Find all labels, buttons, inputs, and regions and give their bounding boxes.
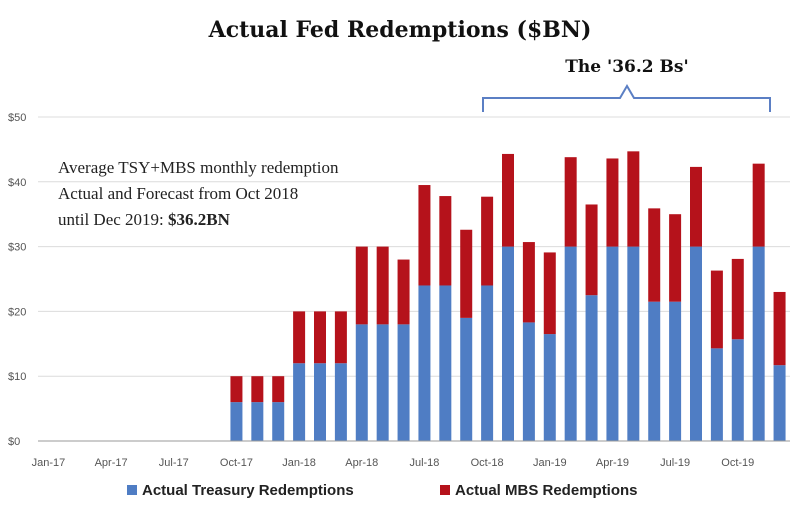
y-tick-label: $20 [8, 306, 26, 318]
bar-mbs [439, 196, 452, 286]
x-tick-label: Oct-17 [220, 457, 253, 469]
note-line-3-text: until Dec 2019: [58, 210, 168, 229]
bar-treasury [710, 348, 723, 441]
bar-mbs [543, 252, 556, 335]
legend-label-mbs: Actual MBS Redemptions [455, 482, 638, 499]
bar-mbs [293, 311, 306, 364]
bar-treasury [439, 285, 452, 441]
y-tick-label: $30 [8, 242, 26, 254]
bar-mbs [314, 311, 326, 364]
bar-mbs [355, 246, 368, 325]
x-axis-ticks: Jan-17 Apr-17 Jul-17 Oct-17 Jan-18 Apr-18 Jul-… [32, 457, 755, 469]
bar-treasury [230, 402, 243, 441]
x-tick-label: Jan-18 [282, 457, 316, 469]
bar-treasury [606, 246, 619, 441]
bar-mbs [418, 185, 431, 286]
bar-mbs [690, 166, 702, 247]
bar-treasury [731, 339, 744, 441]
legend-swatch-mbs [440, 485, 450, 495]
bar-mbs [502, 153, 514, 247]
bar-treasury [397, 324, 410, 441]
legend-swatch-treasury [127, 485, 137, 495]
bar-treasury [752, 246, 765, 441]
bar-mbs [648, 208, 661, 302]
bar-treasury [376, 324, 389, 441]
bar-mbs [334, 311, 347, 364]
bar-mbs [585, 204, 598, 296]
bar-mbs [272, 376, 285, 403]
average-note: Average TSY+MBS monthly redemption Actua… [58, 158, 339, 229]
bar-treasury [585, 295, 598, 441]
bar-mbs [731, 258, 744, 340]
x-tick-label: Apr-19 [596, 457, 629, 469]
y-tick-label: $10 [8, 371, 26, 383]
x-tick-label: Apr-17 [95, 457, 128, 469]
bar-mbs [627, 151, 640, 247]
x-tick-label: Oct-19 [721, 457, 754, 469]
bars [230, 151, 786, 441]
y-tick-label: $0 [8, 436, 20, 448]
bar-treasury [627, 246, 640, 441]
x-tick-label: Jul-18 [409, 457, 439, 469]
bar-treasury [334, 363, 347, 441]
note-line-2: Actual and Forecast from Oct 2018 [58, 184, 298, 203]
x-tick-label: Jul-19 [660, 457, 690, 469]
bar-mbs [522, 242, 535, 323]
bar-mbs [460, 229, 473, 318]
x-tick-label: Apr-18 [345, 457, 378, 469]
legend: Actual Treasury Redemptions Actual MBS R… [127, 482, 638, 499]
chart-title: Actual Fed Redemptions ($BN) [208, 17, 592, 43]
bar-treasury [293, 363, 306, 441]
x-tick-label: Oct-18 [471, 457, 504, 469]
note-line-1: Average TSY+MBS monthly redemption [58, 158, 339, 177]
bar-mbs [251, 376, 264, 403]
bar-treasury [669, 301, 682, 441]
bar-mbs [481, 196, 494, 286]
bar-treasury [355, 324, 368, 441]
bar-mbs [606, 158, 619, 247]
y-tick-label: $50 [8, 112, 26, 124]
bar-treasury [690, 246, 702, 441]
bar-mbs [773, 291, 786, 366]
bar-mbs [564, 157, 577, 247]
bar-treasury [543, 334, 556, 441]
x-tick-label: Jul-17 [159, 457, 189, 469]
y-tick-label: $40 [8, 177, 26, 189]
bar-treasury [648, 301, 661, 441]
note-average-value: $36.2BN [168, 210, 231, 229]
bar-mbs [669, 214, 682, 302]
bar-treasury [314, 363, 326, 441]
x-tick-label: Jan-17 [32, 457, 66, 469]
bar-treasury [460, 317, 473, 441]
bar-treasury [773, 365, 786, 441]
legend-label-treasury: Actual Treasury Redemptions [142, 482, 354, 499]
bracket-annotation [482, 84, 771, 112]
bracket-label: The '36.2 Bs' [565, 57, 688, 77]
bar-treasury [502, 246, 514, 441]
bar-treasury [418, 285, 431, 441]
gridlines [38, 116, 790, 377]
note-line-3: until Dec 2019: $36.2BN [58, 210, 231, 229]
bar-treasury [272, 402, 285, 441]
bar-treasury [564, 246, 577, 441]
bar-treasury [481, 285, 494, 441]
bar-mbs [230, 376, 243, 403]
bar-mbs [397, 259, 410, 325]
bar-mbs [376, 246, 389, 325]
y-axis-ticks: $0 $10 $20 $30 $40 $50 [8, 112, 26, 448]
bar-mbs [752, 163, 765, 247]
bar-treasury [522, 322, 535, 441]
x-tick-label: Jan-19 [533, 457, 567, 469]
bar-mbs [710, 270, 723, 349]
bar-treasury [251, 402, 264, 441]
